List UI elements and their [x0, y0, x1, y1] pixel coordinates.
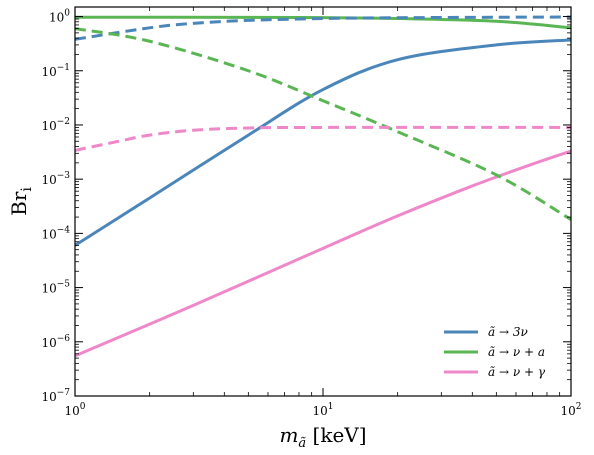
y-tick-label-10-3: 10−3	[41, 171, 70, 187]
y-tick-label-10-4: 10−4	[41, 225, 70, 241]
series-line-2-solid	[75, 15, 571, 30]
y-tick-label-10-5: 10−5	[41, 280, 70, 296]
y-axis-label: Bri	[7, 187, 35, 216]
y-tick-label-10-0: 100	[49, 9, 70, 25]
y-tick-label-10-6: 10−6	[41, 334, 70, 350]
x-tick-label-10-0: 100	[64, 402, 85, 418]
legend: ã → 3ν ã → ν + a ã → ν + γ	[444, 325, 546, 379]
tick-layer: 100 101 102 10−7 10−6 10−5 10−4 10−3 10−2 10−1 100	[41, 7, 582, 418]
series-line-5-dashed	[75, 27, 571, 221]
y-tick-label-10-7: 10−7	[41, 388, 70, 404]
x-tick-label-10-1: 101	[312, 402, 333, 418]
legend-label-3: ã → ν + γ	[488, 365, 546, 379]
y-tick-label-10-2: 10−2	[41, 117, 70, 133]
x-axis-label: mã [keV]	[279, 423, 366, 451]
series-line-1-solid	[75, 38, 571, 247]
y-tick-label-10-1: 10−1	[41, 63, 70, 79]
series-layer	[75, 15, 571, 358]
legend-label-2: ã → ν + a	[488, 345, 545, 359]
series-line-6-dashed	[75, 125, 571, 152]
series-line-4-dashed	[75, 15, 571, 41]
series-line-3-solid	[75, 149, 571, 358]
legend-label-1: ã → 3ν	[488, 325, 528, 339]
x-tick-label-10-2: 102	[560, 402, 581, 418]
